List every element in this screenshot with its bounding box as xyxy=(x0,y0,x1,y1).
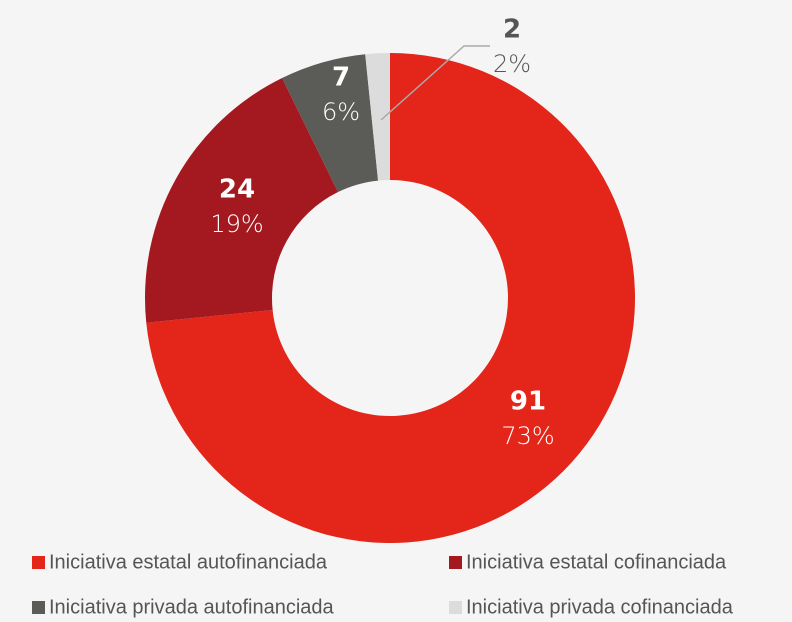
donut-slice xyxy=(146,53,635,543)
legend-label: Iniciativa privada cofinanciada xyxy=(466,596,734,618)
legend-label: Iniciativa estatal cofinanciada xyxy=(466,551,727,573)
legend-swatch xyxy=(449,556,462,569)
donut-slice xyxy=(145,78,339,323)
legend-swatch xyxy=(32,601,45,614)
legend-swatch xyxy=(449,601,462,614)
data-label: 7 xyxy=(332,63,350,93)
data-label: 24 xyxy=(219,175,255,205)
percent-label: 6% xyxy=(322,98,360,126)
percent-label: 19% xyxy=(210,210,263,238)
donut-slice xyxy=(282,54,379,193)
legend-label: Iniciativa estatal autofinanciada xyxy=(49,551,328,573)
percent-label: 2% xyxy=(493,50,531,78)
legend-label: Iniciativa privada autofinanciada xyxy=(49,596,335,618)
data-label: 2 xyxy=(503,15,521,45)
legend-swatch xyxy=(32,556,45,569)
percent-label: 73% xyxy=(501,422,554,450)
donut-slice xyxy=(365,53,390,181)
leader-line xyxy=(380,45,490,121)
data-label: 91 xyxy=(510,387,546,417)
